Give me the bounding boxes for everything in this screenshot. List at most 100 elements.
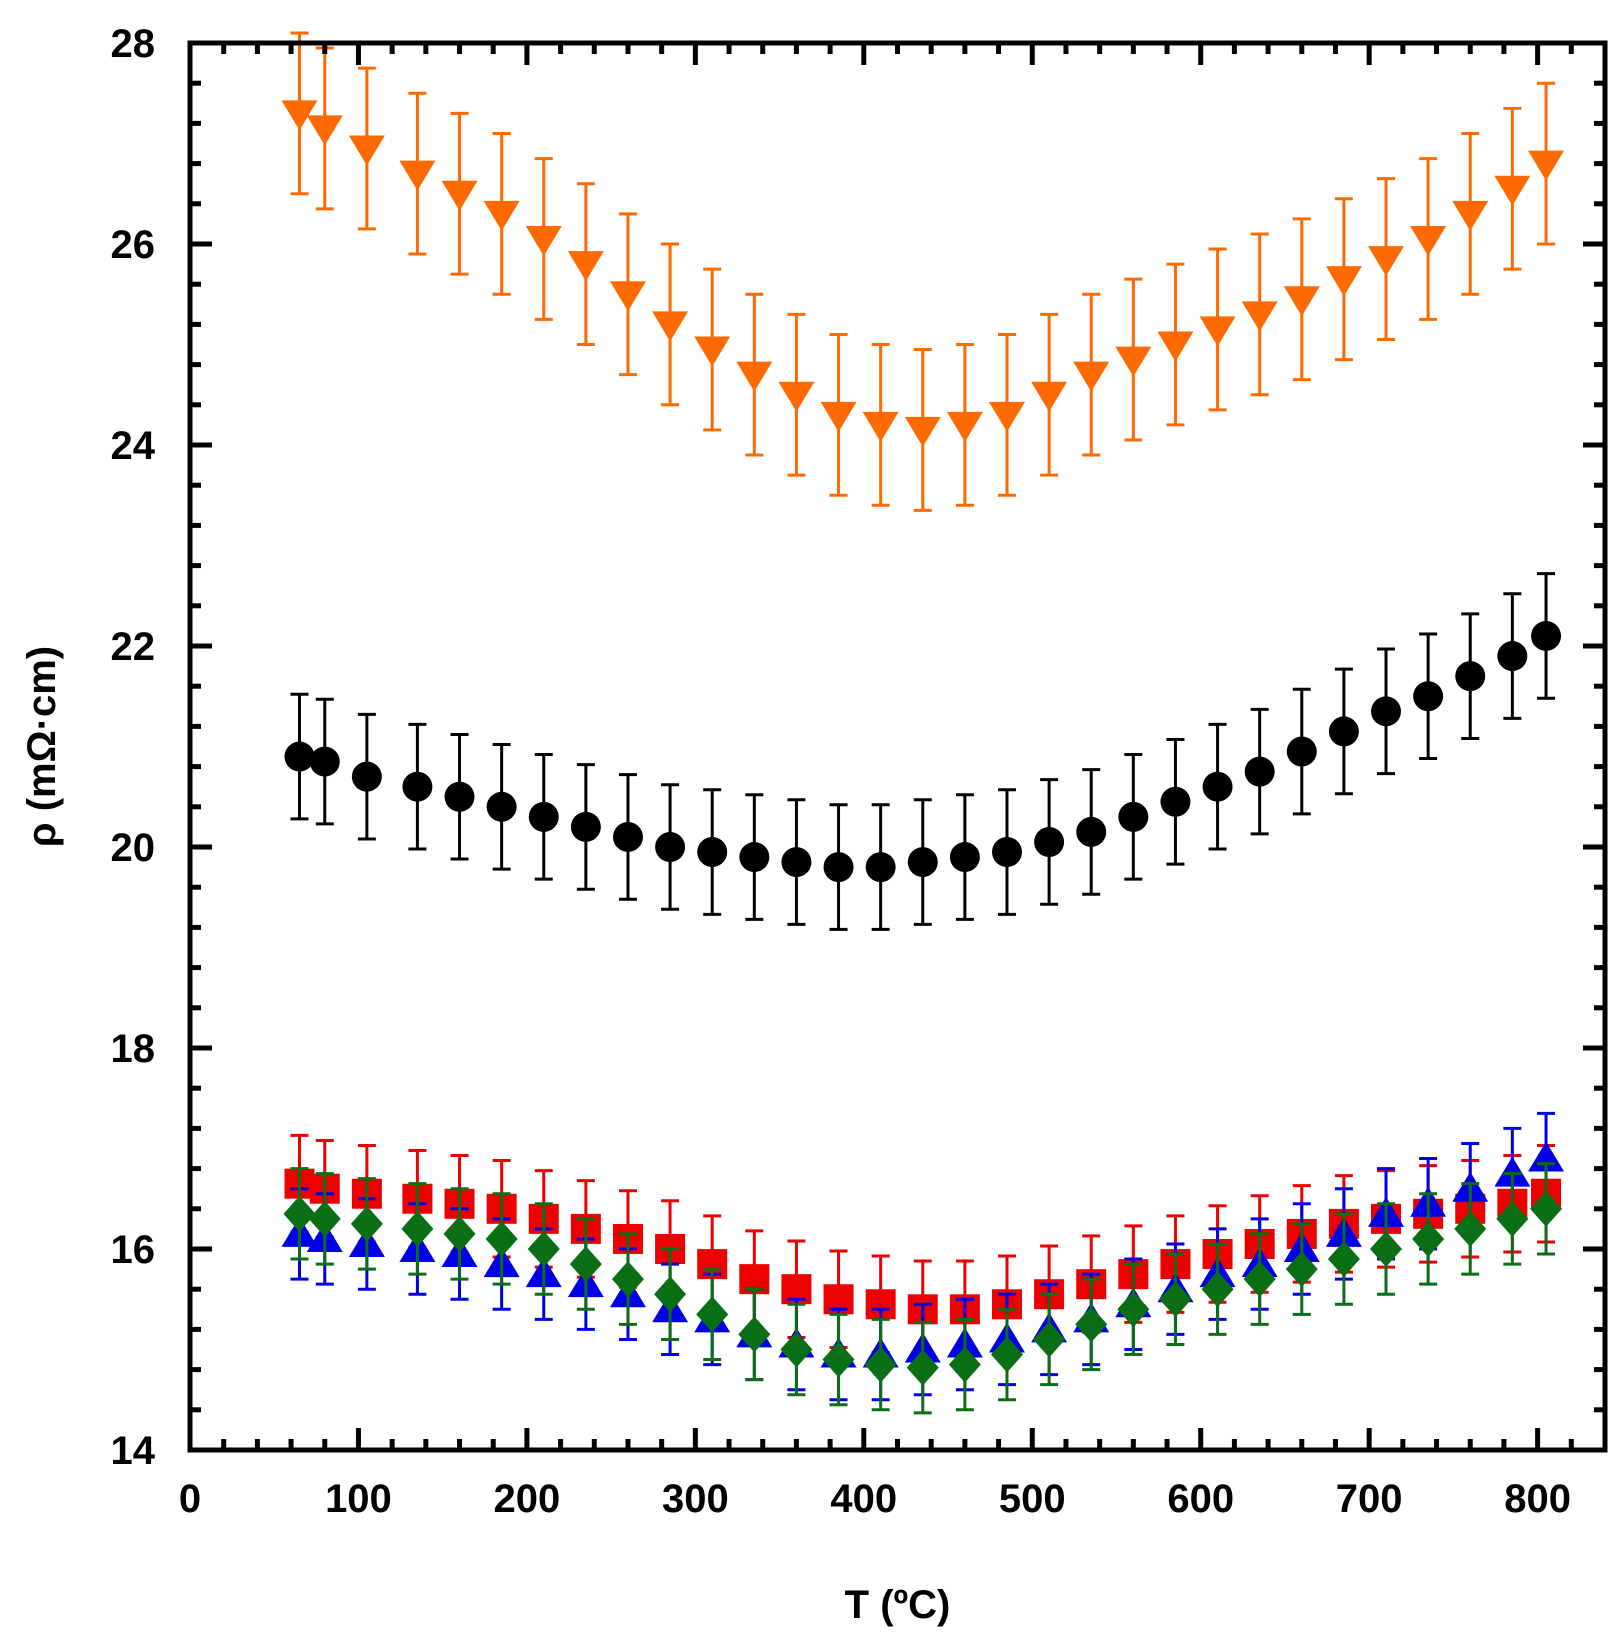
data-point — [1494, 175, 1531, 206]
data-point — [652, 311, 689, 342]
data-point — [570, 811, 601, 842]
axis-ticks — [187, 40, 1608, 1453]
x-tick-label: 200 — [494, 1477, 561, 1521]
data-point — [1075, 1306, 1108, 1343]
data-point — [281, 100, 318, 131]
data-point — [778, 381, 815, 412]
data-point — [1202, 771, 1233, 802]
data-point — [351, 761, 382, 792]
y-tick-label: 28 — [111, 22, 156, 66]
y-tick-label: 14 — [111, 1429, 156, 1473]
data-point — [655, 832, 686, 862]
data-point — [654, 1276, 687, 1313]
data-point — [1034, 826, 1065, 857]
x-tick-label: 800 — [1504, 1477, 1571, 1521]
series-1 — [281, 31, 1565, 512]
y-axis-label: ρ (mΩ·cm) — [20, 646, 64, 847]
data-point — [696, 1296, 729, 1333]
series-5 — [283, 1162, 1563, 1415]
data-point — [823, 852, 854, 883]
data-point — [1494, 1156, 1531, 1187]
data-point — [567, 251, 604, 282]
data-point — [865, 852, 896, 883]
data-point — [1368, 246, 1405, 277]
data-point — [309, 746, 340, 777]
data-point — [401, 1210, 434, 1247]
data-point — [1531, 620, 1562, 651]
data-point — [1412, 1220, 1445, 1257]
data-point — [525, 225, 562, 256]
x-tick-label: 400 — [830, 1477, 897, 1521]
data-point — [1033, 1321, 1066, 1358]
data-point — [1528, 150, 1565, 181]
x-tick-label: 100 — [325, 1477, 392, 1521]
data-point — [527, 1231, 560, 1267]
data-point — [739, 842, 770, 873]
data-point — [1160, 786, 1191, 817]
data-point — [443, 1215, 476, 1252]
data-point — [822, 1341, 855, 1378]
plot-marks — [281, 31, 1565, 1415]
data-point — [988, 401, 1025, 432]
data-point — [485, 1220, 518, 1257]
data-point — [612, 821, 643, 852]
data-point — [1328, 716, 1359, 747]
x-tick-label: 300 — [662, 1477, 729, 1521]
data-point — [907, 847, 938, 878]
y-tick-label: 24 — [111, 424, 156, 468]
data-point — [569, 1246, 602, 1283]
data-point — [1413, 681, 1444, 712]
data-point — [1201, 1271, 1234, 1308]
x-tick-label: 600 — [1167, 1477, 1234, 1521]
data-point — [308, 1200, 341, 1237]
data-point — [1285, 1251, 1318, 1288]
data-point — [283, 1195, 316, 1232]
data-point — [990, 1336, 1023, 1373]
data-point — [1199, 316, 1236, 347]
data-point — [1243, 1261, 1276, 1298]
tick-labels: 0 100 200 300 400 500 600 700 800 14 16 18 20 22 24 26 2… — [111, 22, 1571, 1521]
y-tick-label: 16 — [111, 1228, 156, 1272]
data-point — [611, 1261, 644, 1298]
data-point — [1117, 1291, 1150, 1328]
data-point — [1327, 1241, 1360, 1278]
y-tick-label: 22 — [111, 625, 156, 669]
data-point — [284, 741, 315, 772]
data-point — [1325, 266, 1362, 297]
data-point — [780, 1331, 813, 1368]
data-point — [441, 180, 478, 211]
data-point — [1283, 286, 1320, 317]
data-point — [820, 401, 857, 432]
data-point — [1244, 756, 1275, 787]
data-point — [694, 336, 731, 367]
data-point — [444, 781, 475, 812]
data-point — [906, 1349, 939, 1386]
data-point — [399, 160, 436, 191]
data-point — [1454, 1210, 1487, 1247]
y-tick-label: 20 — [111, 826, 156, 870]
data-point — [1159, 1281, 1192, 1318]
data-point — [609, 281, 646, 312]
data-point — [1073, 361, 1110, 392]
data-point — [528, 801, 559, 832]
data-point — [949, 842, 980, 873]
data-point — [904, 416, 941, 447]
y-tick-label: 26 — [111, 223, 156, 267]
data-point — [1241, 301, 1278, 332]
data-point — [402, 771, 433, 802]
x-tick-label: 500 — [999, 1477, 1066, 1521]
data-point — [781, 847, 812, 878]
data-point — [1452, 200, 1489, 231]
x-tick-label: 0 — [179, 1477, 201, 1521]
series-2 — [284, 572, 1562, 931]
x-axis-label: T (ºC) — [845, 1583, 951, 1627]
data-point — [991, 837, 1022, 868]
data-point — [738, 1316, 771, 1353]
data-point — [1455, 661, 1486, 692]
y-tick-label: 18 — [111, 1027, 156, 1071]
data-point — [946, 411, 983, 442]
data-point — [948, 1346, 981, 1383]
x-tick-label: 700 — [1336, 1477, 1403, 1521]
data-point — [1118, 801, 1149, 832]
